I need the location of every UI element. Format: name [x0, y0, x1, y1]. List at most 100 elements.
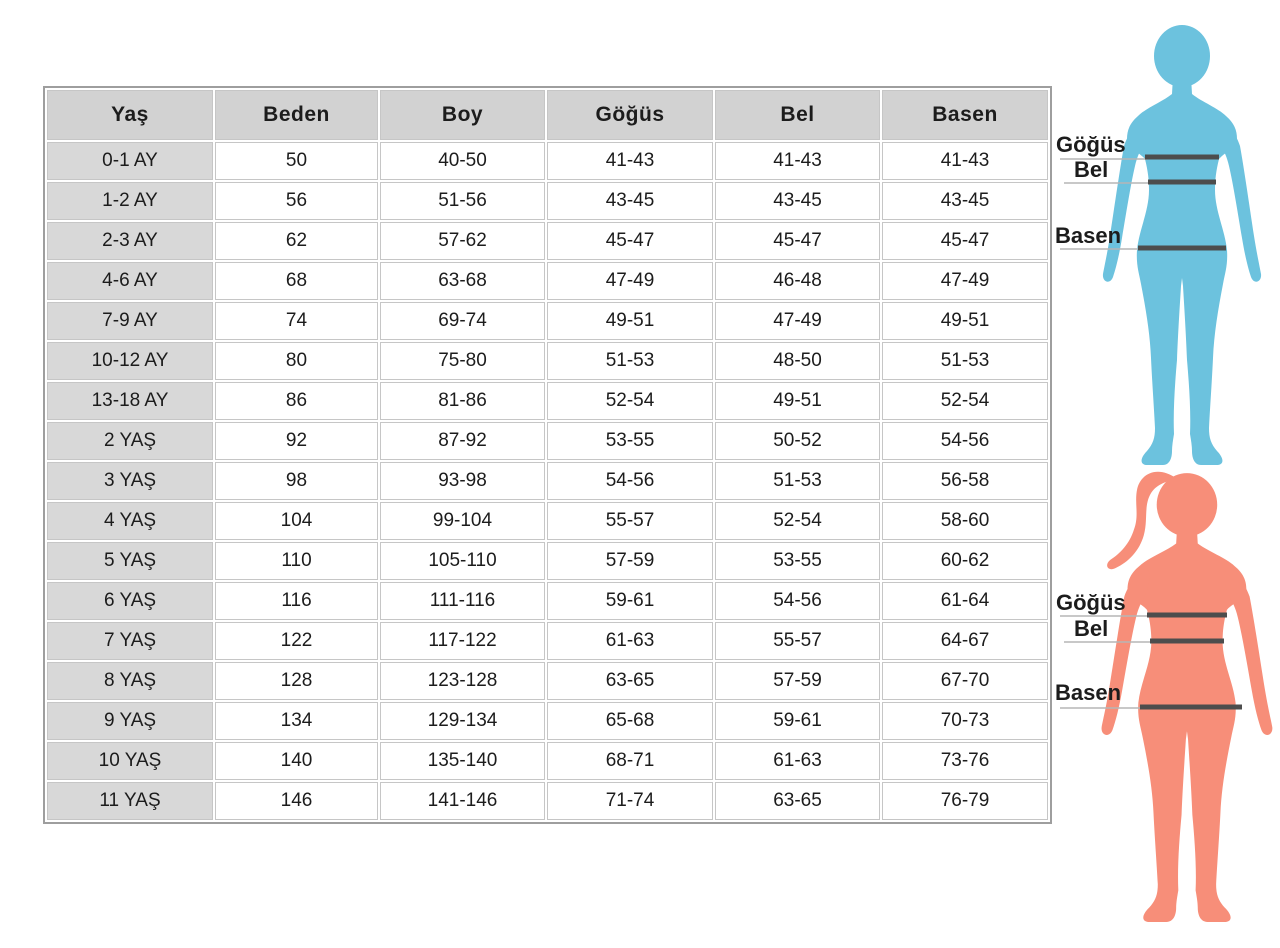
- measurement-cell: 63-65: [715, 782, 880, 820]
- measurement-cell: 56-58: [882, 462, 1048, 500]
- measurement-cell: 54-56: [715, 582, 880, 620]
- measurement-cell: 60-62: [882, 542, 1048, 580]
- measurement-cell: 56: [215, 182, 378, 220]
- measurement-cell: 41-43: [547, 142, 713, 180]
- measurement-cell: 64-67: [882, 622, 1048, 660]
- col-header-size: Beden: [215, 90, 378, 140]
- measurement-cell: 76-79: [882, 782, 1048, 820]
- age-label-cell: 7-9 AY: [47, 302, 213, 340]
- measurement-cell: 134: [215, 702, 378, 740]
- measurement-cell: 51-53: [715, 462, 880, 500]
- measurement-cell: 122: [215, 622, 378, 660]
- measurement-cell: 68: [215, 262, 378, 300]
- waist-label: Bel: [1074, 616, 1108, 641]
- measurement-cell: 104: [215, 502, 378, 540]
- measurement-cell: 52-54: [547, 382, 713, 420]
- measurement-cell: 43-45: [547, 182, 713, 220]
- measurement-cell: 43-45: [882, 182, 1048, 220]
- measurement-cell: 51-53: [882, 342, 1048, 380]
- size-table-body: 0-1 AY 50 40-50 41-43 41-43 41-43 1-2 AY 56 51-5…: [47, 142, 1048, 820]
- measurement-cell: 52-54: [882, 382, 1048, 420]
- measurement-cell: 52-54: [715, 502, 880, 540]
- table-row: 10 YAŞ 140 135-140 68-71 61-63 73-76: [47, 742, 1048, 780]
- measurement-cell: 50-52: [715, 422, 880, 460]
- measurement-cell: 70-73: [882, 702, 1048, 740]
- age-label-cell: 0-1 AY: [47, 142, 213, 180]
- measurement-cell: 81-86: [380, 382, 545, 420]
- child-figure-diagram: Göğüs Bel Basen: [1055, 471, 1273, 922]
- measurement-cell: 117-122: [380, 622, 545, 660]
- measurement-cell: 71-74: [547, 782, 713, 820]
- child-measure-annotations: Göğüs Bel Basen: [1055, 590, 1242, 710]
- measurement-cell: 43-45: [715, 182, 880, 220]
- measurement-cell: 55-57: [715, 622, 880, 660]
- table-row: 7-9 AY 74 69-74 49-51 47-49 49-51: [47, 302, 1048, 340]
- figure-head: [1154, 25, 1210, 87]
- measurement-cell: 73-76: [882, 742, 1048, 780]
- hips-label: Basen: [1055, 223, 1121, 248]
- measurement-cell: 140: [215, 742, 378, 780]
- measurement-cell: 61-63: [715, 742, 880, 780]
- measurement-cell: 41-43: [715, 142, 880, 180]
- age-label-cell: 3 YAŞ: [47, 462, 213, 500]
- hips-label: Basen: [1055, 680, 1121, 705]
- figure-body: [1127, 73, 1237, 465]
- measurement-cell: 110: [215, 542, 378, 580]
- measurement-cell: 61-64: [882, 582, 1048, 620]
- measurement-cell: 59-61: [715, 702, 880, 740]
- measurement-cell: 135-140: [380, 742, 545, 780]
- age-label-cell: 4 YAŞ: [47, 502, 213, 540]
- measurement-cell: 47-49: [547, 262, 713, 300]
- age-label-cell: 8 YAŞ: [47, 662, 213, 700]
- figure-right-arm: [1224, 570, 1273, 735]
- measurement-cell: 87-92: [380, 422, 545, 460]
- measurement-cell: 111-116: [380, 582, 545, 620]
- measurement-cell: 50: [215, 142, 378, 180]
- age-label-cell: 4-6 AY: [47, 262, 213, 300]
- table-row: 2-3 AY 62 57-62 45-47 45-47 45-47: [47, 222, 1048, 260]
- size-table: Yaş Beden Boy Göğüs Bel Basen 0-1 AY 50 40…: [43, 86, 1052, 824]
- measurement-cell: 80: [215, 342, 378, 380]
- waist-label: Bel: [1074, 157, 1108, 182]
- table-row: 1-2 AY 56 51-56 43-45 43-45 43-45: [47, 182, 1048, 220]
- measurement-cell: 128: [215, 662, 378, 700]
- measurement-cell: 62: [215, 222, 378, 260]
- measurement-cell: 92: [215, 422, 378, 460]
- age-label-cell: 5 YAŞ: [47, 542, 213, 580]
- col-header-age: Yaş: [47, 90, 213, 140]
- adult-measure-annotations: Göğüs Bel Basen: [1055, 132, 1226, 251]
- measurement-cell: 40-50: [380, 142, 545, 180]
- measurement-cell: 105-110: [380, 542, 545, 580]
- measurement-cell: 49-51: [715, 382, 880, 420]
- measurement-cell: 68-71: [547, 742, 713, 780]
- figure-left-arm: [1102, 120, 1148, 282]
- measurement-cell: 53-55: [547, 422, 713, 460]
- measurement-cell: 49-51: [882, 302, 1048, 340]
- age-label-cell: 2 YAŞ: [47, 422, 213, 460]
- age-label-cell: 11 YAŞ: [47, 782, 213, 820]
- figure-head: [1156, 473, 1218, 537]
- measurement-cell: 58-60: [882, 502, 1048, 540]
- measurement-cell: 69-74: [380, 302, 545, 340]
- table-row: 2 YAŞ 92 87-92 53-55 50-52 54-56: [47, 422, 1048, 460]
- measurement-cell: 47-49: [882, 262, 1048, 300]
- measurement-cell: 74: [215, 302, 378, 340]
- measurement-cell: 99-104: [380, 502, 545, 540]
- table-row: 11 YAŞ 146 141-146 71-74 63-65 76-79: [47, 782, 1048, 820]
- age-label-cell: 9 YAŞ: [47, 702, 213, 740]
- col-header-hips: Basen: [882, 90, 1048, 140]
- measurement-cell: 116: [215, 582, 378, 620]
- measurement-cell: 123-128: [380, 662, 545, 700]
- measurement-cell: 57-59: [547, 542, 713, 580]
- figure-right-arm: [1216, 120, 1262, 282]
- col-header-chest: Göğüs: [547, 90, 713, 140]
- age-label-cell: 10 YAŞ: [47, 742, 213, 780]
- measurement-cell: 47-49: [715, 302, 880, 340]
- table-row: 4 YAŞ 104 99-104 55-57 52-54 58-60: [47, 502, 1048, 540]
- table-row: 5 YAŞ 110 105-110 57-59 53-55 60-62: [47, 542, 1048, 580]
- measurement-cell: 45-47: [547, 222, 713, 260]
- measurement-cell: 67-70: [882, 662, 1048, 700]
- header-row: Yaş Beden Boy Göğüs Bel Basen: [47, 90, 1048, 140]
- adult-figure-silhouette: [1102, 25, 1262, 465]
